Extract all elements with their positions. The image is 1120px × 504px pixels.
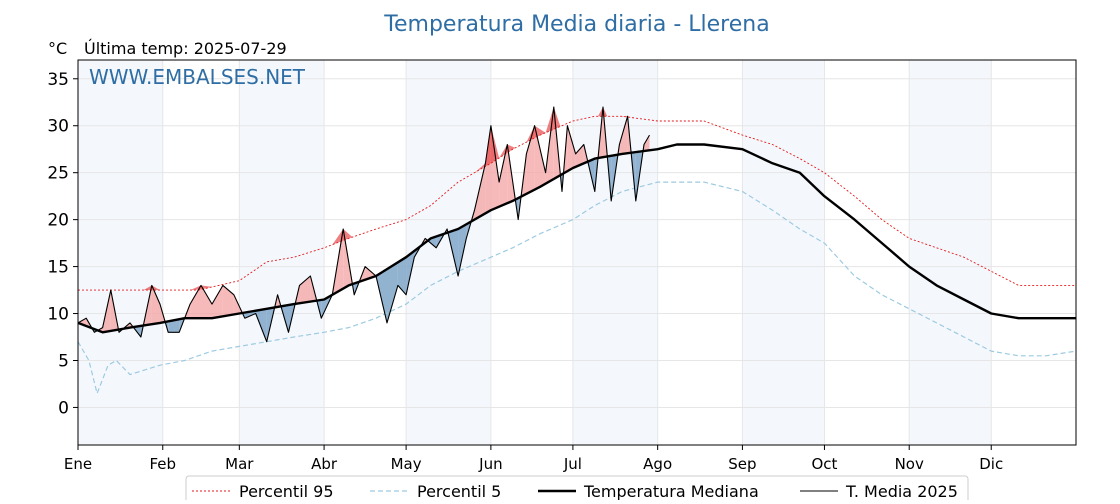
month-bands [78, 60, 992, 445]
above-p95-fill [526, 125, 535, 143]
above-median-fill [526, 125, 535, 194]
grid-lines [77, 60, 1076, 445]
last-temp-label: Última temp: 2025-07-29 [84, 39, 287, 58]
x-tick-label: Ene [64, 455, 92, 473]
legend-label-3: Temperatura Mediana [583, 482, 759, 500]
plot-frame [77, 59, 1077, 446]
legend-label-2: Percentil 5 [417, 482, 501, 500]
month-band [239, 60, 325, 445]
y-tick-label: 35 [47, 70, 69, 90]
above-median-fill [201, 285, 212, 319]
x-tick-label: Jun [478, 455, 502, 473]
above-p95-fill [143, 285, 152, 291]
y-tick-label: 30 [47, 117, 69, 137]
above-p95-fill [343, 229, 353, 241]
x-tick-label: Jul [563, 455, 582, 473]
unit-label: °C [48, 39, 67, 58]
month-band [572, 60, 658, 445]
y-axis: 0 5 10 15 20 25 30 35 [47, 70, 78, 418]
above-p95-fill [190, 285, 201, 291]
x-tick-label: Dic [979, 455, 1003, 473]
x-tick-label: Oct [811, 455, 837, 473]
y-tick-label: 0 [58, 398, 69, 418]
below-median-fill [387, 262, 398, 323]
below-median-fill [168, 319, 180, 333]
series-line-2 [78, 181, 1076, 394]
above-median-fill [567, 125, 576, 172]
above-p95-fill [499, 144, 508, 158]
x-tick-label: May [391, 455, 422, 473]
y-tick-label: 5 [58, 351, 69, 371]
month-band [78, 60, 163, 445]
x-tick-label: Mar [225, 455, 254, 473]
legend-box [185, 475, 969, 504]
above-median-fill [644, 135, 650, 151]
series-line-4 [78, 106, 650, 343]
month-band [742, 60, 825, 445]
x-tick-label: Sep [728, 455, 756, 473]
above-median-fill [190, 285, 201, 319]
above-median-fill [575, 144, 584, 167]
x-tick-label: Abr [311, 455, 338, 473]
below-median-fill [458, 224, 467, 276]
legend: Percentil 95 Percentil 5 Temperatura Media… [185, 475, 969, 504]
above-median-fill [534, 125, 546, 190]
above-median-fill [299, 276, 311, 304]
y-tick-label: 15 [47, 258, 69, 278]
above-median-fill [212, 285, 223, 319]
legend-label-1: Percentil 95 [239, 482, 334, 500]
above-median-fill [151, 285, 160, 325]
above-median-fill [499, 144, 508, 207]
above-median-fill [619, 116, 628, 155]
above-p95-fill [507, 144, 516, 153]
below-median-fill [428, 236, 437, 248]
anomaly-fills [78, 107, 650, 342]
above-p95-fill [534, 125, 546, 138]
x-axis: Ene Feb Mar Abr May Jun Jul Ago Sep Oct Nov Dic [64, 445, 1003, 473]
series-line-1 [78, 115, 1076, 291]
above-p95-fill [332, 229, 344, 245]
below-median-fill [397, 257, 407, 295]
month-band [909, 60, 992, 445]
series-lines [78, 106, 1076, 394]
series-line-3 [78, 143, 1076, 334]
month-band [406, 60, 491, 445]
above-p95-fill [598, 107, 603, 117]
y-tick-label: 25 [47, 164, 69, 184]
above-p95-fill [490, 125, 500, 164]
x-tick-label: Ago [643, 455, 672, 473]
x-tick-label: Feb [149, 455, 176, 473]
watermark: WWW.EMBALSES.NET [89, 65, 306, 89]
y-tick-label: 20 [47, 211, 69, 231]
above-p95-fill [474, 163, 486, 173]
x-tick-label: Nov [895, 455, 924, 473]
chart-title: Temperatura Media diaria - Llerena [383, 12, 769, 37]
legend-label-4: T. Media 2025 [845, 482, 958, 500]
y-tick-label: 10 [47, 305, 69, 325]
